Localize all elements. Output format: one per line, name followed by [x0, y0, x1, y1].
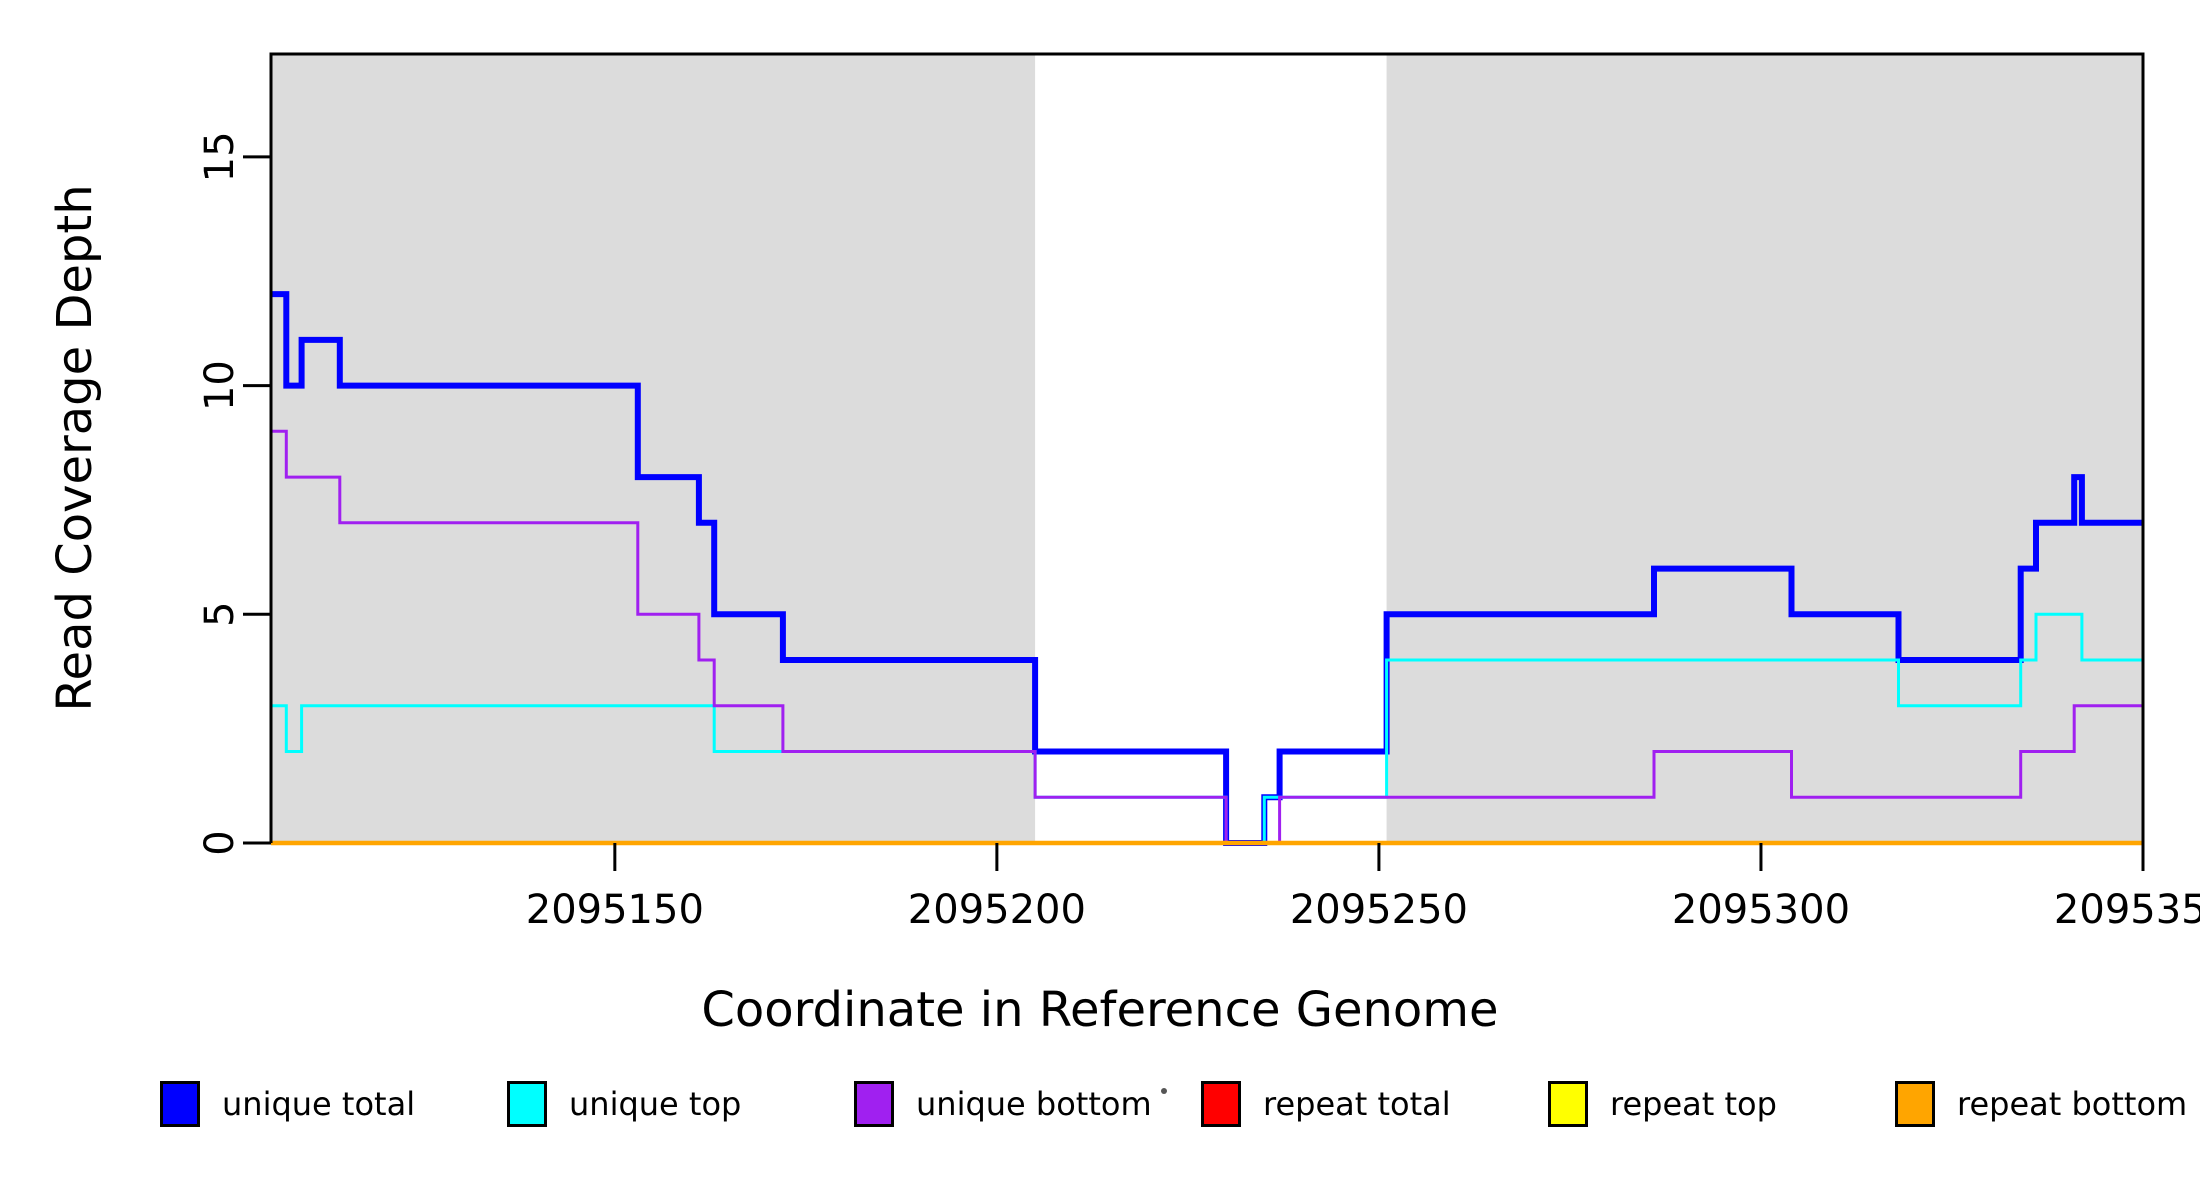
legend-label: unique bottom	[916, 1085, 1152, 1123]
legend-item-unique-top: unique top	[507, 1072, 741, 1136]
series-line-unique-bottom	[271, 429, 2143, 845]
x-axis-title: Coordinate in Reference Genome	[701, 982, 1499, 1038]
legend-swatch-icon	[854, 1081, 894, 1127]
legend-label: repeat top	[1610, 1085, 1777, 1123]
x-tick-label: 2095250	[1290, 887, 1468, 933]
legend-label: repeat total	[1263, 1085, 1451, 1123]
legend-swatch-icon	[160, 1081, 200, 1127]
legend: unique total unique top unique bottom repea…	[0, 1072, 2200, 1136]
plot-box	[269, 52, 2145, 843]
x-tick-label: 2095150	[526, 887, 704, 933]
y-tick-label: 0	[197, 830, 243, 855]
y-tick-label: 15	[197, 131, 243, 182]
x-tick-label: 2095300	[1672, 887, 1850, 933]
legend-label: unique total	[222, 1085, 416, 1123]
y-tick-label: 5	[197, 602, 243, 627]
legend-swatch-icon	[1201, 1081, 1241, 1127]
legend-label: repeat bottom	[1957, 1085, 2188, 1123]
legend-label: unique top	[569, 1085, 742, 1123]
legend-item-repeat-total: repeat total	[1201, 1072, 1451, 1136]
shaded-region	[1386, 54, 2143, 843]
legend-item-unique-bottom: unique bottom	[854, 1072, 1152, 1136]
legend-item-unique-total: unique total	[160, 1072, 415, 1136]
y-axis-title: Read Coverage Depth	[47, 184, 103, 712]
x-tick-label: 2095200	[908, 887, 1086, 933]
legend-item-repeat-bottom: repeat bottom	[1895, 1072, 2187, 1136]
legend-separator-dot	[1161, 1088, 1167, 1094]
legend-swatch-icon	[1548, 1081, 1588, 1127]
legend-item-repeat-top: repeat top	[1548, 1072, 1777, 1136]
y-tick-label: 10	[197, 360, 243, 411]
legend-swatch-icon	[507, 1081, 547, 1127]
shaded-region	[271, 54, 1036, 843]
legend-swatch-icon	[1895, 1081, 1935, 1127]
series-line-unique-top	[271, 612, 2143, 845]
